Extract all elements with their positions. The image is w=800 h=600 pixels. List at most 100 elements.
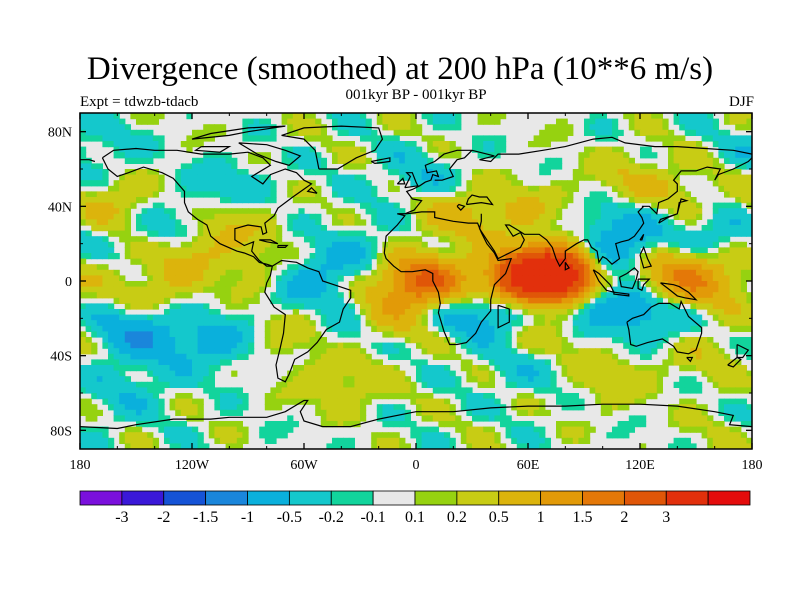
field-cell [192, 253, 199, 260]
field-cell [197, 225, 204, 232]
field-cell [85, 365, 92, 372]
field-cell [371, 297, 378, 304]
field-cell [600, 157, 607, 164]
field-cell [175, 309, 182, 316]
field-cell [656, 118, 663, 125]
field-cell [438, 381, 445, 388]
field-cell [360, 370, 367, 377]
field-cell [612, 264, 619, 271]
field-cell [432, 398, 439, 405]
field-cell [259, 219, 266, 226]
field-cell [124, 152, 131, 159]
field-cell [236, 208, 243, 215]
field-cell [393, 404, 400, 411]
field-cell [707, 118, 714, 125]
field-cell [337, 118, 344, 125]
field-cell [528, 292, 535, 299]
field-cell [371, 129, 378, 136]
field-cell [248, 213, 255, 220]
field-cell [119, 236, 126, 243]
field-cell [309, 113, 316, 120]
field-cell [80, 409, 87, 416]
field-cell [85, 348, 92, 355]
field-cell [500, 191, 507, 198]
field-cell [113, 376, 120, 383]
field-cell [180, 342, 187, 349]
field-cell [203, 359, 210, 366]
field-cell [522, 208, 529, 215]
field-cell [158, 404, 165, 411]
field-cell [628, 381, 635, 388]
field-cell [427, 409, 434, 416]
field-cell [662, 185, 669, 192]
field-cell [388, 146, 395, 153]
field-cell [203, 185, 210, 192]
field-cell [556, 258, 563, 265]
field-cell [326, 348, 333, 355]
field-cell [164, 359, 171, 366]
field-cell [85, 157, 92, 164]
field-cell [264, 325, 271, 332]
field-cell [606, 381, 613, 388]
field-cell [656, 275, 663, 282]
field-cell [242, 297, 249, 304]
field-cell [444, 208, 451, 215]
field-cell [231, 303, 238, 310]
field-cell [203, 230, 210, 237]
field-cell [270, 253, 277, 260]
field-cell [673, 113, 680, 120]
field-cell [292, 387, 299, 394]
field-cell [410, 337, 417, 344]
field-cell [735, 365, 742, 372]
field-cell [740, 404, 747, 411]
field-cell [348, 163, 355, 170]
field-cell [701, 152, 708, 159]
experiment-label: Expt = tdwzb-tdacb [80, 94, 199, 110]
field-cell [85, 169, 92, 176]
field-cell [348, 269, 355, 276]
field-cell [623, 253, 630, 260]
field-cell [152, 286, 159, 293]
field-cell [220, 258, 227, 265]
field-cell [612, 146, 619, 153]
field-cell [712, 163, 719, 170]
field-cell [539, 381, 546, 388]
field-cell [623, 225, 630, 232]
field-cell [337, 409, 344, 416]
field-cell [416, 258, 423, 265]
field-cell [242, 258, 249, 265]
field-cell [729, 241, 736, 248]
field-cell [360, 381, 367, 388]
field-cell [612, 381, 619, 388]
field-cell [164, 275, 171, 282]
field-cell [432, 342, 439, 349]
field-cell [124, 253, 131, 260]
field-cell [628, 247, 635, 254]
field-cell [197, 258, 204, 265]
field-cell [152, 269, 159, 276]
field-cell [136, 331, 143, 338]
field-cell [483, 174, 490, 181]
field-cell [332, 421, 339, 428]
field-cell [371, 325, 378, 332]
field-cell [421, 247, 428, 254]
field-cell [522, 376, 529, 383]
field-cell [516, 219, 523, 226]
field-cell [298, 393, 305, 400]
field-cell [326, 269, 333, 276]
field-cell [141, 286, 148, 293]
field-cell [248, 180, 255, 187]
field-cell [550, 191, 557, 198]
field-cell [684, 202, 691, 209]
field-cell [595, 208, 602, 215]
field-cell [735, 247, 742, 254]
field-cell [544, 253, 551, 260]
field-cell [735, 258, 742, 265]
field-cell [410, 124, 417, 131]
field-cell [259, 258, 266, 265]
field-cell [600, 365, 607, 372]
field-cell [589, 169, 596, 176]
field-cell [113, 404, 120, 411]
field-cell [746, 292, 752, 299]
field-cell [718, 370, 725, 377]
